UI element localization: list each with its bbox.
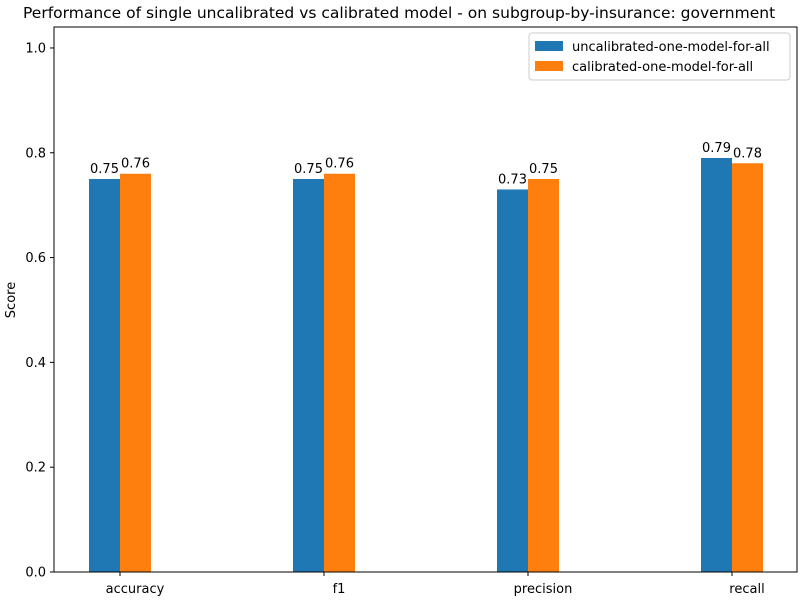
data-label-uncalibrated-one-model-for-all-recall: 0.79 <box>702 141 731 156</box>
x-tick-label-recall: recall <box>729 582 764 597</box>
bar-uncalibrated-one-model-for-all-precision <box>497 189 528 573</box>
x-tick-label-precision: precision <box>514 582 573 597</box>
y-tick-label: 0.6 <box>25 251 46 266</box>
data-label-calibrated-one-model-for-all-f1: 0.76 <box>325 157 354 172</box>
data-label-calibrated-one-model-for-all-accuracy: 0.76 <box>121 157 150 172</box>
data-label-uncalibrated-one-model-for-all-f1: 0.75 <box>294 162 323 177</box>
y-tick-label: 0.2 <box>25 461 46 476</box>
legend-swatch-uncalibrated-one-model-for-all <box>535 41 563 51</box>
y-tick-label: 0.0 <box>25 566 46 581</box>
bar-calibrated-one-model-for-all-precision <box>528 178 559 572</box>
legend: uncalibrated-one-model-for-all calibrated… <box>528 32 791 81</box>
x-tick-label-accuracy: accuracy <box>106 582 165 597</box>
x-tick-label-f1: f1 <box>333 582 346 597</box>
legend-box <box>528 32 791 81</box>
data-label-uncalibrated-one-model-for-all-precision: 0.73 <box>498 172 527 187</box>
bar-calibrated-one-model-for-all-accuracy <box>120 173 151 572</box>
data-label-uncalibrated-one-model-for-all-accuracy: 0.75 <box>90 162 119 177</box>
bar-uncalibrated-one-model-for-all-recall <box>701 158 732 572</box>
legend-label-calibrated-one-model-for-all: calibrated-one-model-for-all <box>572 60 753 75</box>
legend-label-uncalibrated-one-model-for-all: uncalibrated-one-model-for-all <box>572 40 770 55</box>
bar-calibrated-one-model-for-all-f1 <box>324 173 355 572</box>
bar-calibrated-one-model-for-all-recall <box>732 163 763 572</box>
data-label-calibrated-one-model-for-all-recall: 0.78 <box>733 146 762 161</box>
data-label-calibrated-one-model-for-all-precision: 0.75 <box>529 162 558 177</box>
y-tick-label: 0.4 <box>25 356 46 371</box>
plot-area: 0.75 0.750.730.790.76 0.76 0.750.780.00.20.… <box>25 26 798 597</box>
y-tick-label: 0.8 <box>25 146 46 161</box>
axes-frame <box>53 26 798 573</box>
legend-swatch-calibrated-one-model-for-all <box>535 61 563 71</box>
bar-uncalibrated-one-model-for-all-accuracy <box>89 178 120 572</box>
y-tick-label: 1.0 <box>25 41 46 56</box>
y-axis-label: Score <box>4 282 19 318</box>
bar-uncalibrated-one-model-for-all-f1 <box>293 178 324 572</box>
chart-title: Performance of single uncalibrated vs ca… <box>23 4 775 22</box>
